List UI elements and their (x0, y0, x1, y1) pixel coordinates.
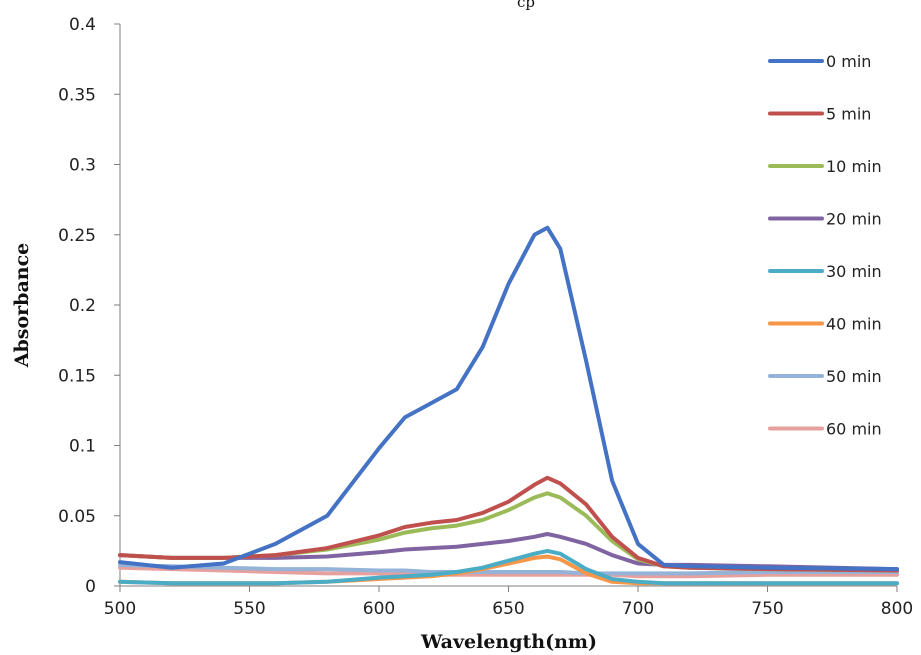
legend-label: 50 min (826, 367, 882, 386)
legend-label: 60 min (826, 420, 882, 439)
series-line-50-min (118, 562, 899, 576)
legend-label: 0 min (826, 52, 871, 71)
y-tick-label: 0.1 (69, 437, 96, 457)
y-tick-label: 0.25 (58, 226, 96, 246)
series-layer (118, 225, 899, 586)
series-line-30-min (118, 548, 899, 586)
legend-label: 10 min (826, 157, 882, 176)
y-tick-label: 0.35 (58, 85, 96, 105)
x-tick-label: 600 (363, 599, 395, 619)
legend-label: 20 min (826, 210, 882, 229)
chart-top-text: cp (517, 0, 535, 11)
y-tick-label: 0 (85, 577, 96, 597)
x-tick-label: 750 (751, 599, 783, 619)
x-tick-label: 550 (233, 599, 265, 619)
x-tick-label: 500 (104, 599, 136, 619)
y-axis-title: Absorbance (11, 243, 33, 368)
legend-label: 30 min (826, 262, 882, 281)
x-tick-label: 700 (622, 599, 654, 619)
axes: 0 0.05 0.1 0.15 0.2 0.25 0.3 0.35 0.4 500 550 600 65… (58, 15, 913, 619)
x-axis-title: Wavelength(nm) (420, 631, 597, 653)
x-tick-label: 650 (492, 599, 524, 619)
series-line-0-min (118, 225, 899, 572)
y-tick-label: 0.05 (58, 507, 96, 527)
legend: 0 min 5 min 10 min 20 min 30 min 40 min 50 min… (768, 52, 882, 439)
y-tick-label: 0.15 (58, 366, 96, 386)
legend-label: 5 min (826, 105, 871, 124)
series-line-60-min (118, 565, 899, 579)
y-tick-label: 0.3 (69, 156, 96, 176)
x-tick-label: 800 (881, 599, 913, 619)
y-tick-label: 0.4 (69, 15, 96, 35)
legend-label: 40 min (826, 315, 882, 334)
series-line-5-min (118, 475, 899, 573)
y-tick-label: 0.2 (69, 296, 96, 316)
